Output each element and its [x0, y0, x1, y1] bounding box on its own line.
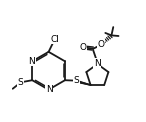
- Text: S: S: [73, 76, 79, 85]
- Text: N: N: [46, 85, 53, 94]
- Text: S: S: [18, 78, 24, 87]
- Text: Cl: Cl: [50, 35, 59, 44]
- Text: N: N: [28, 57, 35, 66]
- Polygon shape: [74, 80, 91, 85]
- Text: O: O: [98, 40, 105, 49]
- Text: N: N: [94, 59, 101, 68]
- Text: O: O: [80, 43, 86, 52]
